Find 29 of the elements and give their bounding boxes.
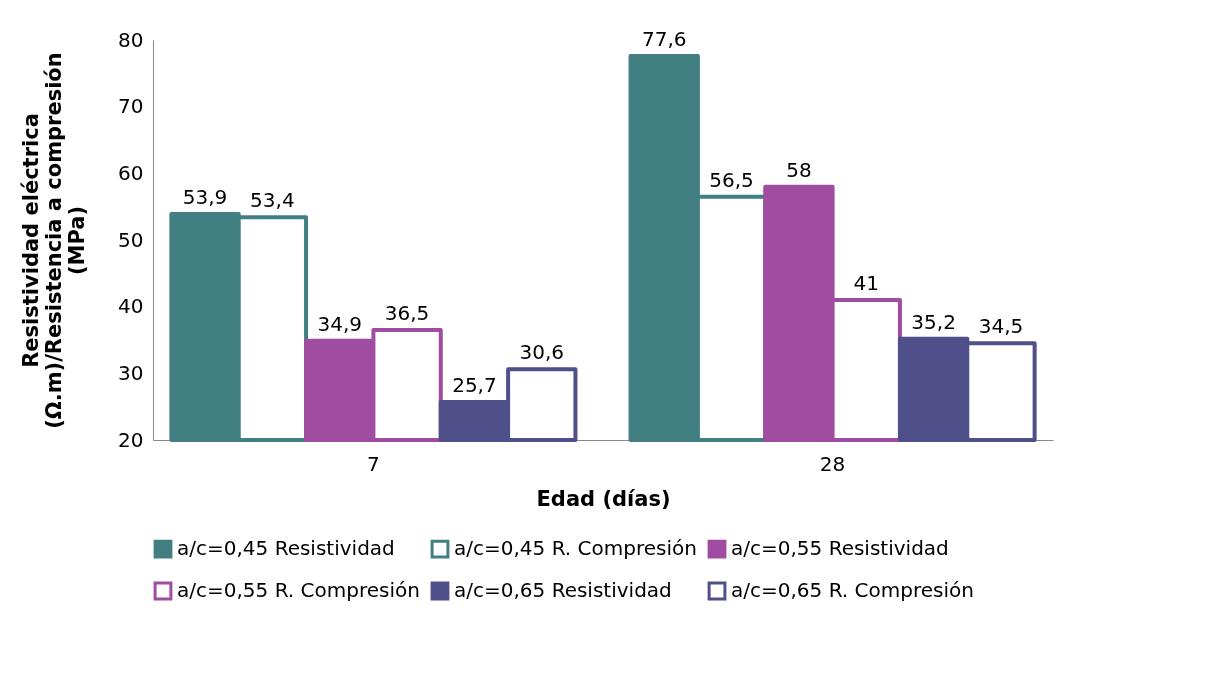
legend-label: a/c=0,55 Resistividad — [731, 536, 949, 561]
data-label: 34,9 — [317, 311, 362, 336]
data-label: 56,5 — [709, 167, 754, 192]
y-tick-label: 40 — [118, 294, 144, 319]
y-tick-label: 50 — [118, 227, 144, 252]
y-tick-label: 30 — [118, 360, 144, 385]
y-tick-label: 80 — [118, 27, 144, 52]
data-label: 53,9 — [182, 185, 228, 209]
y-tick-label: 70 — [118, 94, 144, 119]
data-label: 36,5 — [384, 301, 430, 325]
legend-label: a/c=0,65 Resistividad — [454, 578, 672, 602]
data-label: 25,7 — [452, 373, 497, 397]
legend-label: a/c=0,65 R. Compresión — [731, 578, 974, 602]
y-tick-label: 20 — [118, 427, 144, 452]
x-axis-title: Edad (días) — [536, 486, 671, 511]
data-label: 58 — [786, 157, 812, 182]
legend-label: a/c=0,45 Resistividad — [177, 536, 395, 561]
x-tick-label: 7 — [367, 451, 380, 476]
y-tick-label: 60 — [118, 160, 144, 185]
x-tick-label: 28 — [819, 451, 846, 476]
data-label: 35,2 — [911, 309, 956, 334]
data-label: 34,5 — [978, 314, 1024, 339]
data-label: 41 — [853, 271, 879, 295]
legend-label: a/c=0,55 R. Compresión — [177, 578, 420, 602]
y-axis-title: Resistividad eléctrica (Ω.m)/Resistencia a compresión (MPa) — [19, 52, 90, 429]
data-label: 30,6 — [519, 340, 565, 365]
data-label: 53,4 — [250, 188, 295, 213]
legend-label: a/c=0,45 R. Compresión — [454, 536, 697, 561]
data-label: 77,6 — [641, 27, 687, 51]
